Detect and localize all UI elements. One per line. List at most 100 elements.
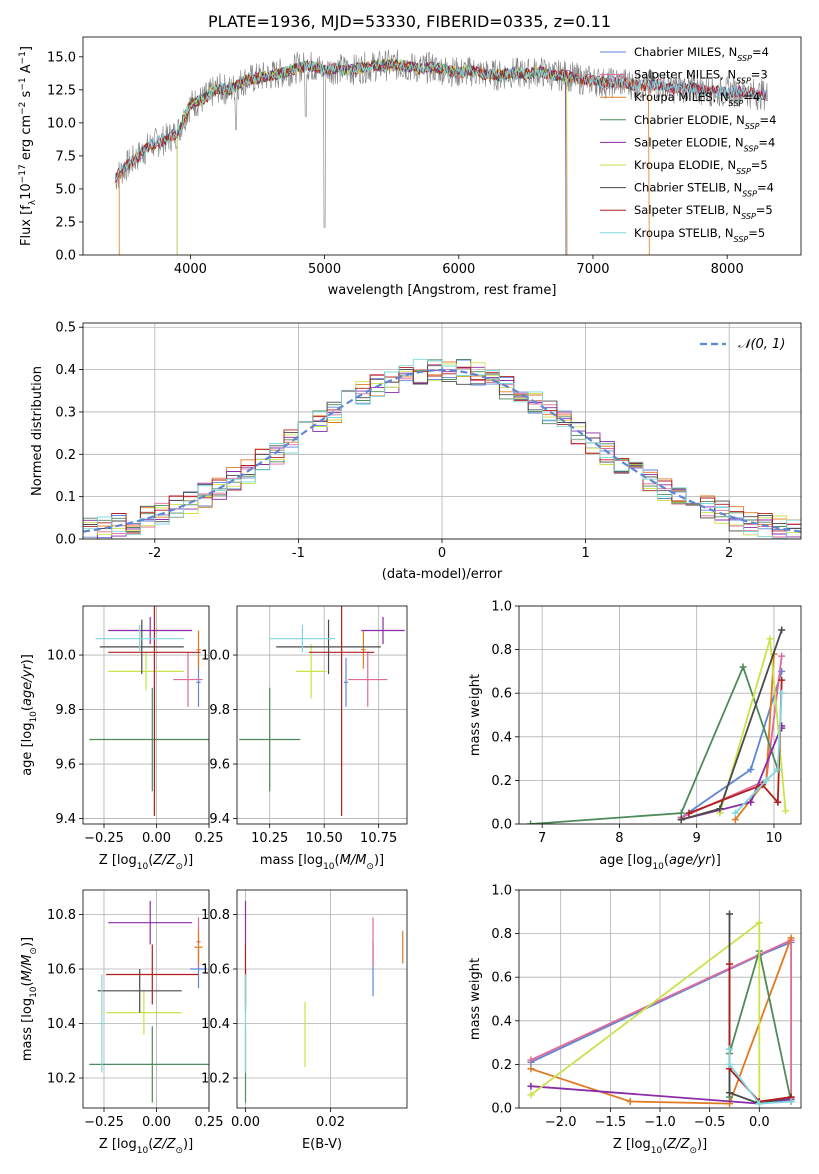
series-marker [782, 807, 790, 815]
y-tick-label: 10.8 [47, 908, 76, 923]
y-tick-label: 0.5 [55, 321, 76, 336]
y-tick-label: 0.0 [55, 533, 76, 548]
y-tick-label: 15.0 [47, 50, 76, 65]
series-marker [774, 766, 782, 773]
series-marker [787, 1097, 795, 1105]
y-tick-label: 0.8 [491, 643, 512, 658]
legend-label-chabrier-stelib: Chabrier STELIB, NSSP=4 [634, 181, 774, 199]
point-kroupa-miles [194, 930, 203, 964]
y-tick-label: 2.5 [55, 215, 76, 230]
legend-label-chabrier-elodie: Chabrier ELODIE, NSSP=4 [634, 113, 776, 131]
panel-mass-vs-ebv: 0.00 0.02 10.2 10.4 10.6 10.8 [201, 889, 408, 1130]
axes-frame [518, 605, 802, 825]
spectrum-model-salpeter-stelib [115, 59, 768, 183]
point-chabrier-stelib [97, 969, 182, 1013]
y-tick-label: 9.8 [209, 703, 230, 718]
series-marker [726, 910, 734, 918]
axes-frame [82, 322, 802, 540]
panel-age-vs-Z: −0.25 0.00 0.25 9.4 9.6 9.8 10.0 [47, 605, 223, 846]
plot-area-age-vs-Z [89, 606, 209, 816]
legend-label-kroupa-miles: Kroupa MILES, NSSP=4 [634, 90, 760, 108]
series-marker [685, 809, 693, 817]
point-salpeter-miles [348, 652, 388, 707]
series-marker [527, 1065, 535, 1073]
x-tick-label: 2 [725, 546, 733, 561]
y-axis-label: Flux [fλ10−17 erg cm−2 s−1 A−1] [18, 46, 38, 246]
normal-curve [83, 368, 801, 533]
spectrum-data-line [114, 49, 768, 228]
x-axis-label: Z [log10(Z/Z⊙)] [613, 1137, 707, 1156]
point-kroupa-stelib [99, 974, 104, 1073]
point-salpeter-stelib [108, 606, 201, 816]
axes-frame [82, 889, 210, 1109]
point-chabrier-stelib [99, 619, 184, 675]
point-salpeter-miles [173, 652, 203, 707]
x-tick-label: 0.25 [195, 1115, 224, 1130]
panel-spectrum: 4000 5000 6000 7000 8000 0.0 2.5 5.0 7.5 10.0 12.5… [47, 36, 802, 277]
x-tick-label: 9 [693, 831, 701, 846]
plot-area-mass-vs-ebv [244, 900, 404, 1103]
x-tick-label: 7 [538, 831, 546, 846]
spectrum-model-kroupa-stelib [114, 58, 768, 181]
series-marker [747, 798, 755, 806]
x-axis-label: age [log10(age/yr)] [599, 853, 721, 872]
y-tick-label: 10.4 [47, 1017, 76, 1032]
y-tick-label: 0.4 [55, 363, 76, 378]
y-tick-label: 9.4 [55, 812, 76, 827]
point-kroupa-miles [196, 630, 201, 669]
series-marker [778, 626, 786, 634]
series-marker [726, 1060, 734, 1068]
x-tick-label: 8 [615, 831, 623, 846]
legend-label-kroupa-elodie: Kroupa ELODIE, NSSP=5 [634, 158, 768, 176]
series-marker [747, 766, 755, 773]
x-axis-label: (data-model)/error [382, 567, 503, 582]
plot-area-mass-vs-Z [89, 900, 209, 1103]
y-tick-label: 0.0 [491, 818, 512, 833]
legend-label-kroupa-stelib: Kroupa STELIB, NSSP=5 [634, 226, 765, 244]
series-chabrier-elodie [726, 947, 795, 1105]
series-marker [755, 919, 763, 927]
y-tick-label: 0.2 [491, 1058, 512, 1073]
series-marker [762, 776, 770, 784]
point-kroupa-elodie [295, 644, 327, 699]
y-tick-label: 10.2 [47, 1072, 76, 1087]
y-axis-label: age [log10(age/yr)] [20, 654, 39, 776]
x-tick-label: −1.5 [595, 1115, 627, 1130]
x-tick-label: 6000 [442, 262, 475, 277]
y-tick-label: 10.6 [47, 963, 76, 978]
legend-label-salpeter-miles: Salpeter MILES, NSSP=3 [634, 68, 768, 86]
y-tick-label: 7.5 [55, 149, 76, 164]
series-marker [731, 816, 739, 824]
series-marker [726, 1045, 734, 1053]
x-tick-label: 10.75 [360, 831, 397, 846]
x-tick-label: −1.0 [644, 1115, 676, 1130]
series-marker [778, 689, 786, 697]
y-tick-label: 0.4 [491, 730, 512, 745]
y-tick-label: 10.0 [47, 649, 76, 664]
plot-area-weight-vs-age [527, 626, 790, 824]
spectrum-legend: Chabrier MILES, NSSP=4 Salpeter MILES, NS… [600, 45, 776, 243]
plot-area-spectrum [114, 49, 768, 255]
axes-frame [518, 889, 802, 1109]
y-tick-label: 10.4 [201, 1017, 230, 1032]
y-axis-label: mass [log10(M/M⊙)] [20, 937, 39, 1061]
series-line [530, 920, 761, 1104]
series-line [680, 629, 783, 821]
point-chabrier-elodie [89, 687, 209, 792]
point-kroupa-stelib [269, 625, 336, 653]
x-tick-label: −0.5 [694, 1115, 726, 1130]
series-kroupa-stelib [731, 689, 786, 817]
y-tick-label: 0.3 [55, 405, 76, 420]
series-marker [626, 1097, 634, 1105]
series-chabrier-elodie [527, 663, 782, 824]
x-tick-label: 8000 [711, 262, 744, 277]
y-tick-label: 9.6 [209, 758, 230, 773]
point-salpeter-elodie [361, 616, 405, 645]
y-tick-label: 10.6 [201, 963, 230, 978]
series-marker [755, 1100, 763, 1108]
legend-label-salpeter-elodie: Salpeter ELODIE, NSSP=4 [634, 135, 775, 153]
x-tick-label: 10 [766, 831, 783, 846]
series-marker [739, 663, 747, 671]
histogram-kroupa-stelib [83, 358, 801, 539]
